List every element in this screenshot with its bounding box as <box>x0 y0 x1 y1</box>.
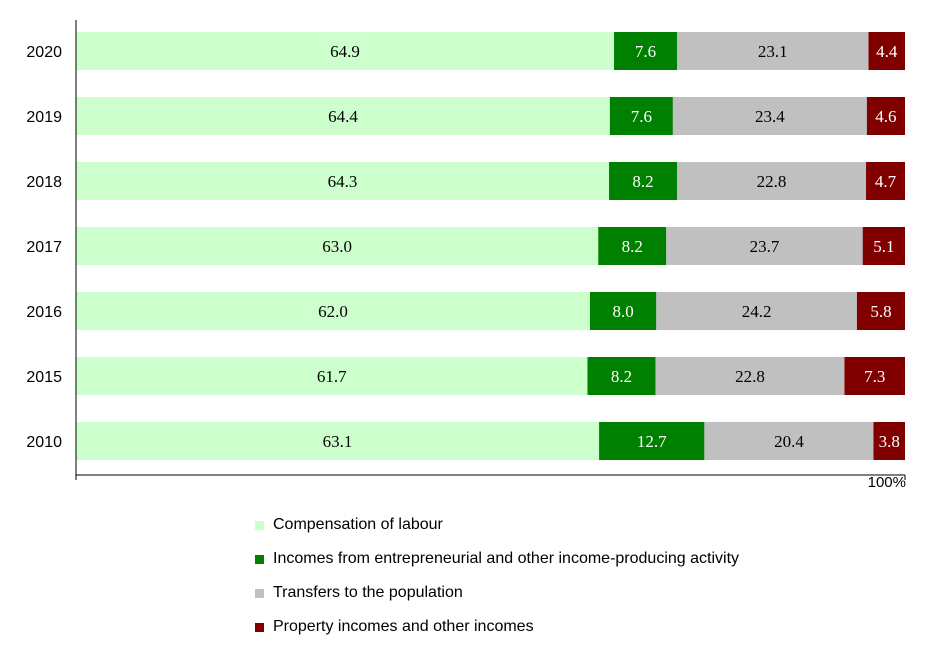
value-label-property-incomes-and-other-incomes-2018: 4.7 <box>875 172 897 191</box>
bar-compensation-of-labour-2018 <box>76 162 610 200</box>
value-label-incomes-from-entrepreneurial-and-other-income-producing-activity-2019: 7.6 <box>631 107 652 126</box>
value-label-property-incomes-and-other-incomes-2010: 3.8 <box>879 432 900 451</box>
value-label-incomes-from-entrepreneurial-and-other-income-producing-activity-2020: 7.6 <box>635 42 656 61</box>
category-labels: 2020 2019 2018 2017 2016 2015 2010 <box>26 44 62 451</box>
value-label-compensation-of-labour-2015: 61.7 <box>317 367 347 386</box>
bar-incomes-from-entrepreneurial-and-other-income-producing-activity-2019 <box>609 97 673 135</box>
bar-transfers-to-the-population-2017 <box>666 227 863 265</box>
bar-incomes-from-entrepreneurial-and-other-income-producing-activity-2018 <box>609 162 678 200</box>
bar-transfers-to-the-population-2016 <box>656 292 857 330</box>
bar-compensation-of-labour-2010 <box>76 422 600 460</box>
bar-compensation-of-labour-2019 <box>76 97 610 135</box>
bars-layer: 64.9 7.6 23.1 4.4 64.4 7.6 23.4 4.6 64.3 8.2 22.8 4… <box>76 32 905 460</box>
bar-property-incomes-and-other-incomes-2015 <box>844 357 905 395</box>
value-label-transfers-to-the-population-2016: 24.2 <box>742 302 772 321</box>
value-label-incomes-from-entrepreneurial-and-other-income-producing-activity-2015: 8.2 <box>611 367 632 386</box>
value-label-compensation-of-labour-2019: 64.4 <box>328 107 358 126</box>
bar-property-incomes-and-other-incomes-2010 <box>873 422 905 460</box>
legend-label-transfers: Transfers to the population <box>273 584 463 601</box>
bar-property-incomes-and-other-incomes-2020 <box>868 32 905 70</box>
bar-property-incomes-and-other-incomes-2017 <box>862 227 905 265</box>
value-label-compensation-of-labour-2010: 63.1 <box>323 432 353 451</box>
value-label-transfers-to-the-population-2019: 23.4 <box>755 107 785 126</box>
bar-property-incomes-and-other-incomes-2019 <box>866 97 905 135</box>
bar-compensation-of-labour-2017 <box>76 227 599 265</box>
value-label-property-incomes-and-other-incomes-2020: 4.4 <box>876 42 898 61</box>
category-label-2016: 2016 <box>26 304 62 321</box>
bar-transfers-to-the-population-2018 <box>677 162 867 200</box>
value-label-compensation-of-labour-2016: 62.0 <box>318 302 348 321</box>
value-label-transfers-to-the-population-2010: 20.4 <box>774 432 804 451</box>
category-label-2019: 2019 <box>26 109 62 126</box>
value-label-transfers-to-the-population-2020: 23.1 <box>758 42 788 61</box>
bar-transfers-to-the-population-2010 <box>704 422 874 460</box>
legend-swatch-transfers <box>255 588 264 598</box>
legend-swatch-labour <box>255 520 264 530</box>
value-label-compensation-of-labour-2018: 64.3 <box>328 172 358 191</box>
value-label-property-incomes-and-other-incomes-2016: 5.8 <box>870 302 891 321</box>
bar-incomes-from-entrepreneurial-and-other-income-producing-activity-2020 <box>614 32 678 70</box>
bar-transfers-to-the-population-2019 <box>672 97 867 135</box>
legend-item-entrepreneurial: Incomes from entrepreneurial and other i… <box>255 542 739 576</box>
category-label-2017: 2017 <box>26 239 62 256</box>
legend-item-transfers: Transfers to the population <box>255 576 739 610</box>
bar-property-incomes-and-other-incomes-2016 <box>856 292 905 330</box>
value-label-transfers-to-the-population-2015: 22.8 <box>735 367 765 386</box>
x-tick-label-100: 100% <box>868 474 906 491</box>
category-label-2010: 2010 <box>26 434 62 451</box>
bar-compensation-of-labour-2016 <box>76 292 590 330</box>
legend-swatch-property <box>255 622 264 632</box>
legend-item-labour: Compensation of labour <box>255 508 739 542</box>
bar-transfers-to-the-population-2015 <box>655 357 845 395</box>
value-label-incomes-from-entrepreneurial-and-other-income-producing-activity-2017: 8.2 <box>622 237 643 256</box>
value-label-property-incomes-and-other-incomes-2017: 5.1 <box>873 237 894 256</box>
value-label-incomes-from-entrepreneurial-and-other-income-producing-activity-2018: 8.2 <box>632 172 653 191</box>
bar-incomes-from-entrepreneurial-and-other-income-producing-activity-2016 <box>589 292 657 330</box>
bar-incomes-from-entrepreneurial-and-other-income-producing-activity-2015 <box>587 357 656 395</box>
legend-label-entrepreneurial: Incomes from entrepreneurial and other i… <box>273 550 740 567</box>
bar-incomes-from-entrepreneurial-and-other-income-producing-activity-2017 <box>598 227 667 265</box>
value-label-compensation-of-labour-2020: 64.9 <box>330 42 360 61</box>
value-label-property-incomes-and-other-incomes-2015: 7.3 <box>864 367 885 386</box>
value-label-property-incomes-and-other-incomes-2019: 4.6 <box>875 107 896 126</box>
bar-compensation-of-labour-2020 <box>76 32 615 70</box>
value-label-transfers-to-the-population-2017: 23.7 <box>750 237 780 256</box>
category-label-2018: 2018 <box>26 174 62 191</box>
legend: Compensation of labour Incomes from entr… <box>255 508 739 644</box>
value-label-incomes-from-entrepreneurial-and-other-income-producing-activity-2016: 8.0 <box>613 302 634 321</box>
value-label-incomes-from-entrepreneurial-and-other-income-producing-activity-2010: 12.7 <box>637 432 667 451</box>
bar-compensation-of-labour-2015 <box>76 357 588 395</box>
category-label-2020: 2020 <box>26 44 62 61</box>
value-label-transfers-to-the-population-2018: 22.8 <box>757 172 787 191</box>
bar-incomes-from-entrepreneurial-and-other-income-producing-activity-2010 <box>599 422 705 460</box>
value-label-compensation-of-labour-2017: 63.0 <box>322 237 352 256</box>
bar-property-incomes-and-other-incomes-2018 <box>866 162 905 200</box>
category-label-2015: 2015 <box>26 369 62 386</box>
legend-swatch-entrepreneurial <box>255 554 264 564</box>
bar-transfers-to-the-population-2020 <box>677 32 869 70</box>
legend-label-property: Property incomes and other incomes <box>273 618 534 635</box>
legend-label-labour: Compensation of labour <box>273 516 443 533</box>
legend-item-property: Property incomes and other incomes <box>255 610 739 644</box>
